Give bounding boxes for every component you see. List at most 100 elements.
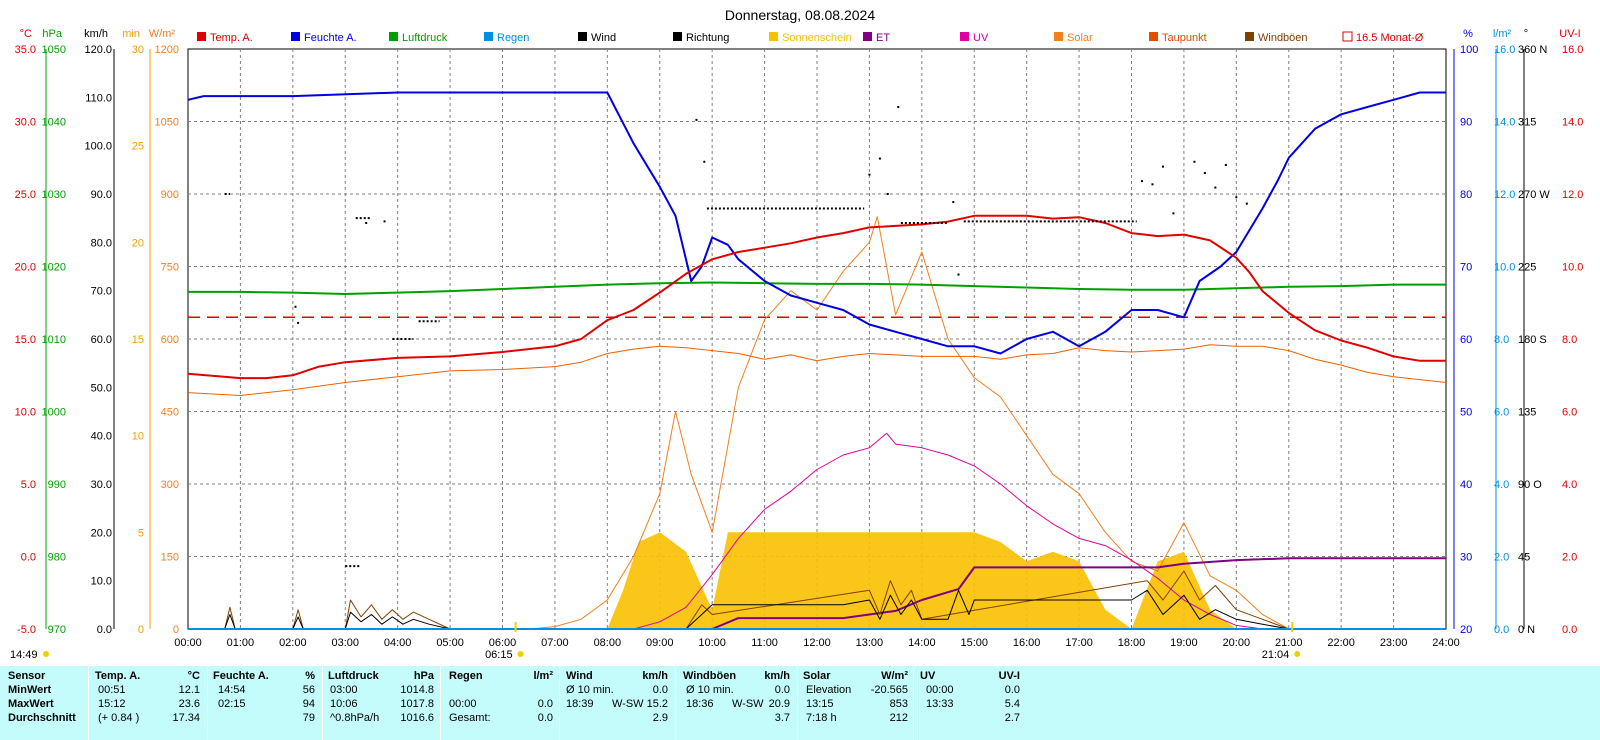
axis-tick-label: 1030 <box>42 189 66 201</box>
left-axis-c: °C 35.0 30.0 25.0 20.0 15.0 10.0 5.0 0.0 -5.0 <box>15 28 36 636</box>
stats-header-hum: Feuchte A. <box>213 670 269 682</box>
stats-row-label: MinWert <box>8 684 52 696</box>
axis-tick-label: 4.0 <box>1494 479 1509 491</box>
stats-rain-time: Gesamt: <box>449 712 491 724</box>
axis-tick-label: 60.0 <box>91 334 112 346</box>
axis-unit-label: min <box>122 28 140 40</box>
stats-uv-value: 2.7 <box>1004 712 1020 724</box>
x-tick-label: 13:00 <box>856 637 884 649</box>
stats-header-solar: Solar <box>803 670 831 682</box>
axis-tick-label: 20 <box>132 237 144 249</box>
axis-unit-label: l/m² <box>1493 28 1512 40</box>
stats-header-gust-unit: km/h <box>764 670 790 682</box>
axis-unit-label: km/h <box>84 28 108 40</box>
axis-tick-label: 2.0 <box>1562 552 1577 564</box>
axis-tick-label: 180 S <box>1518 334 1547 346</box>
axis-tick-label: 135 <box>1518 407 1536 419</box>
axis-tick-label: 4.0 <box>1562 479 1577 491</box>
stats-gust-direction: W-SW <box>732 698 764 710</box>
legend-item-sonnenschein: Sonnenschein <box>769 32 852 44</box>
legend: Temp. A. Feuchte A. Luftdruck Regen Wind Rich… <box>197 31 1424 44</box>
x-tick-label: 03:00 <box>331 637 359 649</box>
axis-tick-label: 0 <box>173 624 179 636</box>
series-group <box>187 91 1447 630</box>
axis-tick-label: 8.0 <box>1562 334 1577 346</box>
richtung-point <box>1214 186 1217 189</box>
richtung-point <box>886 193 889 195</box>
x-tick-label: 20:00 <box>1223 637 1251 649</box>
axis-tick-label: 1000 <box>42 407 66 419</box>
x-tick-label: 06:00 <box>489 637 517 649</box>
axis-tick-label: 0.0 <box>97 624 112 636</box>
x-tick-label: 17:00 <box>1065 637 1093 649</box>
axis-tick-label: 225 <box>1518 262 1536 274</box>
stats-solar-value: -20.565 <box>870 684 908 696</box>
richtung-point <box>297 321 300 324</box>
stats-solar-value: 212 <box>889 712 908 724</box>
stats-separator <box>440 666 441 740</box>
axis-tick-label: 0.0 <box>1494 624 1509 636</box>
left-axis-w-m: W/m² 1200 1050 900 750 600 450 300 150 0 <box>149 28 189 636</box>
richtung-point <box>1235 196 1238 199</box>
richtung-point <box>897 106 900 108</box>
axis-tick-label: 14.0 <box>1562 117 1583 129</box>
x-tick-label: 18:00 <box>1118 637 1146 649</box>
stats-separator <box>88 666 89 740</box>
grid: 00:00 01:00 02:00 03:00 04:00 05:00 06:00 07:00… <box>174 49 1460 649</box>
stats-wind-value: 15.2 <box>646 698 668 710</box>
x-tick-label: 14:00 <box>908 637 936 649</box>
axis-tick-label: 14.0 <box>1494 117 1515 129</box>
axis-tick-label: 25 <box>132 141 144 153</box>
axis-tick-label: 1050 <box>155 117 179 129</box>
stats-header-temp: Temp. A. <box>95 670 141 682</box>
stats-solar-label: Elevation <box>806 684 852 696</box>
stats-temp-value: 12.1 <box>178 684 200 696</box>
axis-tick-label: 40 <box>1460 479 1472 491</box>
axis-tick-label: 50 <box>1460 407 1472 419</box>
legend-swatch <box>1054 32 1063 41</box>
stats-wind-time: 18:39 <box>566 698 594 710</box>
axis-tick-label: 6.0 <box>1494 407 1509 419</box>
stats-hum-value: 56 <box>302 684 315 696</box>
stats-header-wind: Wind <box>566 670 593 682</box>
sun-icon <box>517 651 524 657</box>
stats-wind-time: Ø 10 min. <box>566 684 614 696</box>
axis-unit-label: ° <box>1524 28 1528 40</box>
legend-swatch <box>673 32 682 41</box>
stats-press-time: 10:06 <box>330 698 358 710</box>
axis-unit-label: °C <box>20 28 32 40</box>
stats-header-hum-unit: % <box>305 670 315 682</box>
legend-swatch <box>1245 32 1254 41</box>
stats-gust-time: 18:36 <box>686 698 714 710</box>
axis-tick-label: 30.0 <box>15 117 36 129</box>
axis-tick-label: 1200 <box>155 44 179 56</box>
stats-wind-value: 0.0 <box>652 684 668 696</box>
x-tick-label: 15:00 <box>960 637 988 649</box>
axis-tick-label: 50.0 <box>91 382 112 394</box>
legend-item-uv: UV <box>960 32 989 44</box>
axis-tick-label: 12.0 <box>1494 189 1515 201</box>
legend-swatch <box>197 32 206 41</box>
stats-solar-label: 13:15 <box>806 698 834 710</box>
legend-label: Windböen <box>1258 32 1308 44</box>
legend-label: Luftdruck <box>402 32 448 44</box>
richtung-point <box>703 160 706 163</box>
legend-label: Solar <box>1067 32 1093 44</box>
legend-swatch <box>484 32 493 41</box>
stats-separator <box>559 666 560 740</box>
stats-press-time: 03:00 <box>330 684 358 696</box>
legend-swatch <box>578 32 587 41</box>
legend-item-luftdruck: Luftdruck <box>389 32 448 44</box>
legend-label: ET <box>876 32 890 44</box>
marker-21-04: 21:04 <box>1262 622 1301 661</box>
richtung-point <box>365 222 368 224</box>
axis-tick-label: 100.0 <box>84 141 112 153</box>
legend-label: Wind <box>591 32 616 44</box>
stats-gust-value: 3.7 <box>774 712 790 724</box>
axis-tick-label: 990 <box>48 479 66 491</box>
x-tick-label: 23:00 <box>1380 637 1408 649</box>
stats-temp-time: 15:12 <box>98 698 126 710</box>
marker-label: 21:04 <box>1262 649 1290 661</box>
richtung-point <box>1172 212 1175 215</box>
